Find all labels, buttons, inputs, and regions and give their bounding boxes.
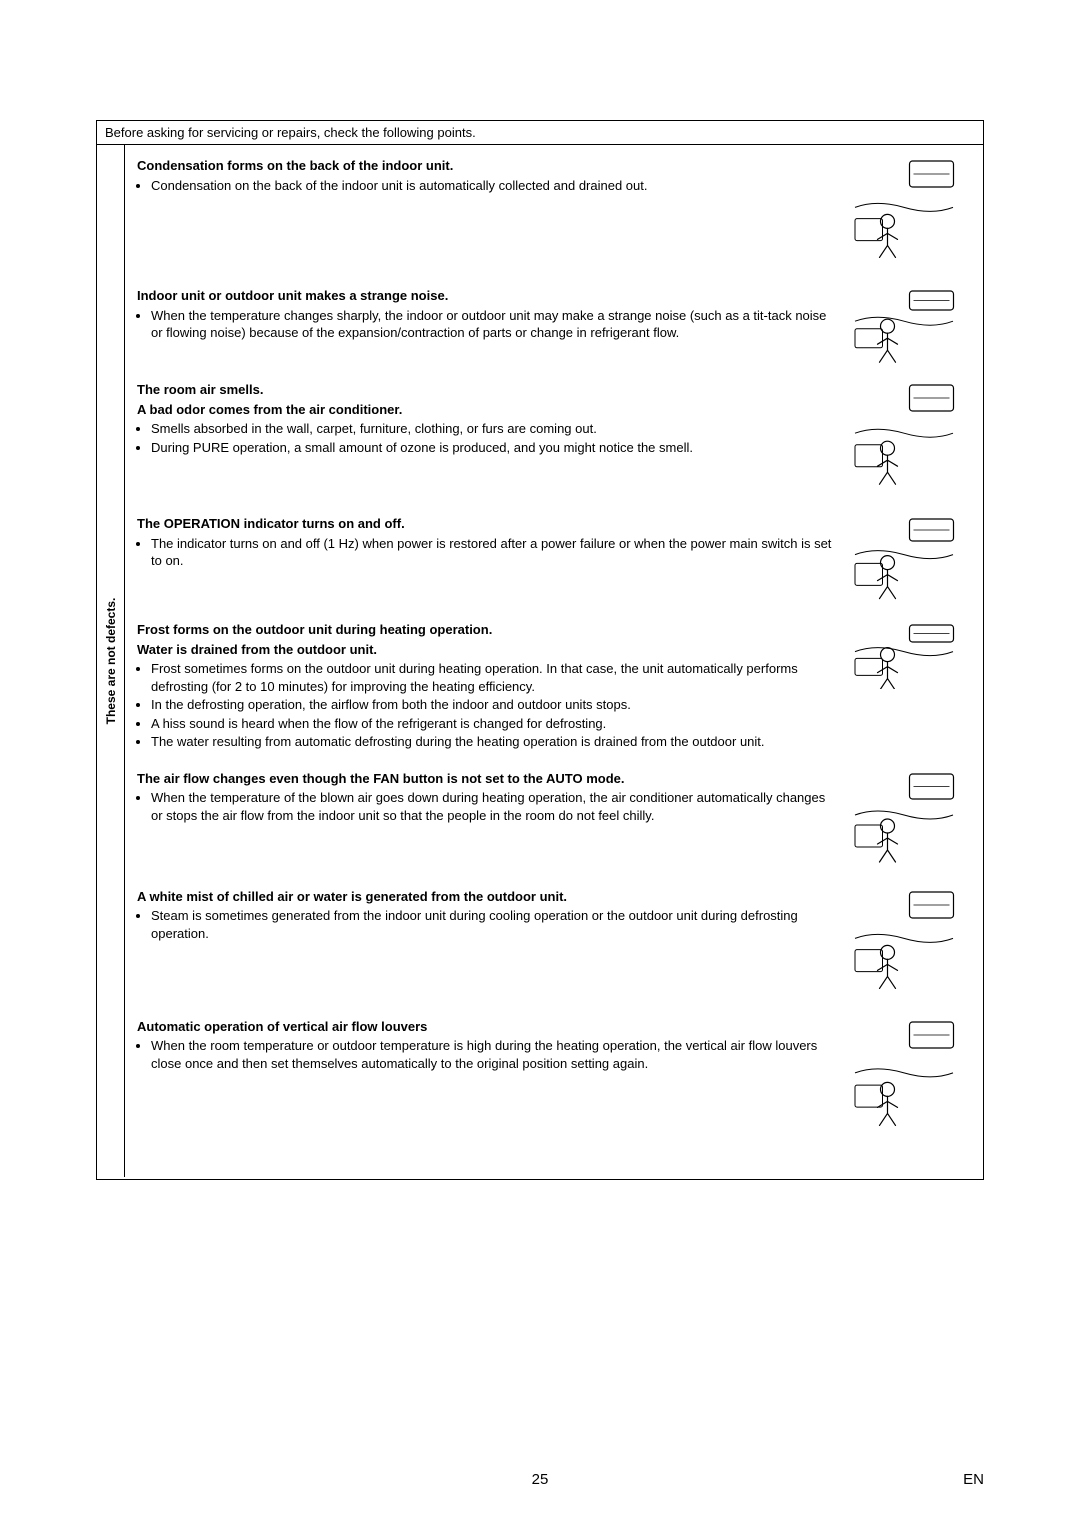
bullet-item: The indicator turns on and off (1 Hz) wh… xyxy=(151,535,839,570)
section-text: The air flow changes even though the FAN… xyxy=(137,770,849,870)
bullet-item: In the defrosting operation, the airflow… xyxy=(151,696,839,714)
section: The room air smells. A bad odor comes fro… xyxy=(137,381,967,497)
illustration-icon xyxy=(849,515,959,603)
side-tab-label: These are not defects. xyxy=(104,598,118,725)
section-title: Water is drained from the outdoor unit. xyxy=(137,641,839,659)
bullet-item: Smells absorbed in the wall, carpet, fur… xyxy=(151,420,839,438)
illustration-icon xyxy=(849,381,959,497)
illustration-icon xyxy=(849,770,959,870)
frame-body: These are not defects. Condensation form… xyxy=(97,145,983,1177)
bullet-item: When the temperature changes sharply, th… xyxy=(151,307,839,342)
section-title: The room air smells. xyxy=(137,381,839,399)
frame-header: Before asking for servicing or repairs, … xyxy=(97,121,983,145)
section-text: Condensation forms on the back of the in… xyxy=(137,157,849,269)
section: A white mist of chilled air or water is … xyxy=(137,888,967,1000)
section: Condensation forms on the back of the in… xyxy=(137,157,967,269)
section-title: The air flow changes even though the FAN… xyxy=(137,770,839,788)
section-text: The OPERATION indicator turns on and off… xyxy=(137,515,849,603)
illustration-icon xyxy=(849,1018,959,1140)
section-illustration xyxy=(849,287,967,363)
page-lang: EN xyxy=(963,1471,984,1488)
section-title: Condensation forms on the back of the in… xyxy=(137,157,839,175)
bullet-list: Steam is sometimes generated from the in… xyxy=(137,907,839,942)
section-title: Automatic operation of vertical air flow… xyxy=(137,1018,839,1036)
section-text: Automatic operation of vertical air flow… xyxy=(137,1018,849,1140)
section-illustration xyxy=(849,621,967,752)
section: Frost forms on the outdoor unit during h… xyxy=(137,621,967,752)
illustration-icon xyxy=(849,157,959,269)
illustration-icon xyxy=(849,287,959,363)
content-column: Condensation forms on the back of the in… xyxy=(125,145,983,1177)
section: Automatic operation of vertical air flow… xyxy=(137,1018,967,1140)
section-text: Indoor unit or outdoor unit makes a stra… xyxy=(137,287,849,363)
section-title: Indoor unit or outdoor unit makes a stra… xyxy=(137,287,839,305)
illustration-icon xyxy=(849,621,959,689)
bullet-item: During PURE operation, a small amount of… xyxy=(151,439,839,457)
bullet-list: When the temperature changes sharply, th… xyxy=(137,307,839,342)
section-illustration xyxy=(849,770,967,870)
bullet-item: Condensation on the back of the indoor u… xyxy=(151,177,839,195)
section-title: A bad odor comes from the air conditione… xyxy=(137,401,839,419)
bullet-list: When the temperature of the blown air go… xyxy=(137,789,839,824)
section-title: The OPERATION indicator turns on and off… xyxy=(137,515,839,533)
bullet-item: Frost sometimes forms on the outdoor uni… xyxy=(151,660,839,695)
section: Indoor unit or outdoor unit makes a stra… xyxy=(137,287,967,363)
section-illustration xyxy=(849,1018,967,1140)
side-tab: These are not defects. xyxy=(97,145,125,1177)
bullet-list: The indicator turns on and off (1 Hz) wh… xyxy=(137,535,839,570)
section-illustration xyxy=(849,157,967,269)
section-text: The room air smells. A bad odor comes fro… xyxy=(137,381,849,497)
section-text: A white mist of chilled air or water is … xyxy=(137,888,849,1000)
section-illustration xyxy=(849,515,967,603)
section-illustration xyxy=(849,381,967,497)
illustration-icon xyxy=(849,888,959,1000)
bullet-list: Condensation on the back of the indoor u… xyxy=(137,177,839,195)
page: Before asking for servicing or repairs, … xyxy=(0,0,1080,1528)
bullet-list: When the room temperature or outdoor tem… xyxy=(137,1037,839,1072)
section-title: A white mist of chilled air or water is … xyxy=(137,888,839,906)
bullet-item: A hiss sound is heard when the flow of t… xyxy=(151,715,839,733)
bullet-item: When the room temperature or outdoor tem… xyxy=(151,1037,839,1072)
bullet-item: The water resulting from automatic defro… xyxy=(151,733,839,751)
section-text: Frost forms on the outdoor unit during h… xyxy=(137,621,849,752)
bullet-item: Steam is sometimes generated from the in… xyxy=(151,907,839,942)
bullet-list: Frost sometimes forms on the outdoor uni… xyxy=(137,660,839,751)
bullet-list: Smells absorbed in the wall, carpet, fur… xyxy=(137,420,839,456)
page-number: 25 xyxy=(0,1471,1080,1488)
content-frame: Before asking for servicing or repairs, … xyxy=(96,120,984,1180)
section: The OPERATION indicator turns on and off… xyxy=(137,515,967,603)
section-title: Frost forms on the outdoor unit during h… xyxy=(137,621,839,639)
section: The air flow changes even though the FAN… xyxy=(137,770,967,870)
bullet-item: When the temperature of the blown air go… xyxy=(151,789,839,824)
section-illustration xyxy=(849,888,967,1000)
